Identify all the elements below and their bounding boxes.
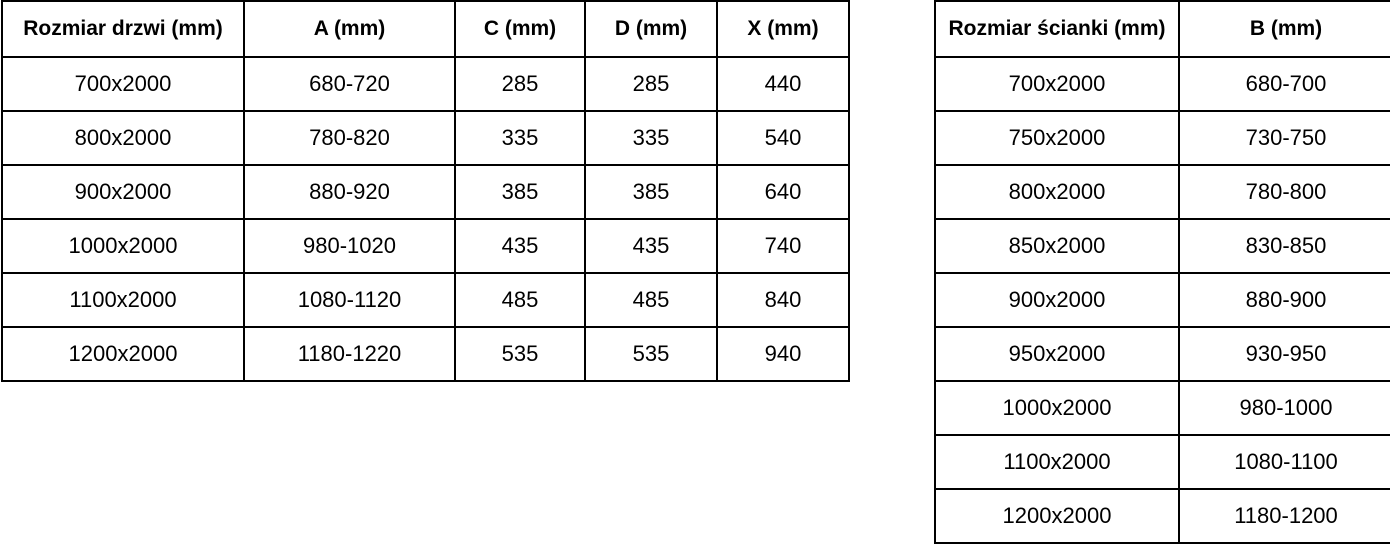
door-sizes-table: Rozmiar drzwi (mm) A (mm) C (mm) D (mm) X (m…: [1, 0, 850, 382]
table-cell: 1000x2000: [934, 380, 1180, 436]
table-cell: 830-850: [1178, 218, 1390, 274]
table-row: 1000x2000 980-1000: [934, 380, 1390, 436]
door-sizes-table-body: 700x2000 680-720 285 285 440 800x2000 780-820 3…: [1, 56, 850, 382]
table-cell: 840: [716, 272, 850, 328]
table-cell: 335: [584, 110, 718, 166]
wall-sizes-table: Rozmiar ścianki (mm) B (mm) 700x2000 680-7…: [934, 0, 1390, 544]
table-cell: 440: [716, 56, 850, 112]
table-cell: 535: [454, 326, 586, 382]
table-row: 900x2000 880-900: [934, 272, 1390, 328]
table-cell: 900x2000: [1, 164, 245, 220]
table-cell: 1200x2000: [1, 326, 245, 382]
table-cell: 485: [454, 272, 586, 328]
table-row: 700x2000 680-700: [934, 56, 1390, 112]
table-cell: 1180-1220: [243, 326, 456, 382]
table-cell: 780-820: [243, 110, 456, 166]
table-cell: 1080-1120: [243, 272, 456, 328]
wall-sizes-table-header: Rozmiar ścianki (mm) B (mm): [934, 0, 1390, 58]
table-cell: 880-920: [243, 164, 456, 220]
table-cell: 930-950: [1178, 326, 1390, 382]
table-cell: 800x2000: [934, 164, 1180, 220]
table-cell: 950x2000: [934, 326, 1180, 382]
header-row: Rozmiar drzwi (mm) A (mm) C (mm) D (mm) X (m…: [1, 0, 850, 58]
column-header: A (mm): [243, 0, 456, 58]
table-cell: 850x2000: [934, 218, 1180, 274]
table-row: 800x2000 780-820 335 335 540: [1, 110, 850, 166]
table-cell: 1100x2000: [934, 434, 1180, 490]
table-cell: 680-700: [1178, 56, 1390, 112]
table-cell: 640: [716, 164, 850, 220]
table-cell: 1100x2000: [1, 272, 245, 328]
table-cell: 880-900: [1178, 272, 1390, 328]
table-cell: 740: [716, 218, 850, 274]
table-cell: 540: [716, 110, 850, 166]
table-cell: 680-720: [243, 56, 456, 112]
table-row: 750x2000 730-750: [934, 110, 1390, 166]
table-row: 850x2000 830-850: [934, 218, 1390, 274]
table-row: 1100x2000 1080-1120 485 485 840: [1, 272, 850, 328]
table-row: 1000x2000 980-1020 435 435 740: [1, 218, 850, 274]
table-row: 1100x2000 1080-1100: [934, 434, 1390, 490]
column-header: C (mm): [454, 0, 586, 58]
table-cell: 435: [584, 218, 718, 274]
table-row: 1200x2000 1180-1200: [934, 488, 1390, 544]
table-cell: 485: [584, 272, 718, 328]
header-row: Rozmiar ścianki (mm) B (mm): [934, 0, 1390, 58]
table-cell: 1080-1100: [1178, 434, 1390, 490]
table-cell: 800x2000: [1, 110, 245, 166]
table-cell: 900x2000: [934, 272, 1180, 328]
column-header: Rozmiar ścianki (mm): [934, 0, 1180, 58]
table-cell: 940: [716, 326, 850, 382]
table-cell: 700x2000: [1, 56, 245, 112]
table-cell: 980-1000: [1178, 380, 1390, 436]
column-header: D (mm): [584, 0, 718, 58]
table-row: 800x2000 780-800: [934, 164, 1390, 220]
table-cell: 285: [454, 56, 586, 112]
table-cell: 1180-1200: [1178, 488, 1390, 544]
column-header: Rozmiar drzwi (mm): [1, 0, 245, 58]
table-cell: 435: [454, 218, 586, 274]
wall-sizes-table-body: 700x2000 680-700 750x2000 730-750 800x2000 78…: [934, 56, 1390, 544]
table-cell: 335: [454, 110, 586, 166]
table-cell: 285: [584, 56, 718, 112]
table-row: 950x2000 930-950: [934, 326, 1390, 382]
table-cell: 730-750: [1178, 110, 1390, 166]
table-cell: 750x2000: [934, 110, 1180, 166]
table-cell: 1000x2000: [1, 218, 245, 274]
column-header: X (mm): [716, 0, 850, 58]
door-sizes-table-header: Rozmiar drzwi (mm) A (mm) C (mm) D (mm) X (m…: [1, 0, 850, 58]
table-cell: 780-800: [1178, 164, 1390, 220]
table-cell: 700x2000: [934, 56, 1180, 112]
table-cell: 385: [584, 164, 718, 220]
table-row: 900x2000 880-920 385 385 640: [1, 164, 850, 220]
table-row: 1200x2000 1180-1220 535 535 940: [1, 326, 850, 382]
column-header: B (mm): [1178, 0, 1390, 58]
table-cell: 385: [454, 164, 586, 220]
table-cell: 535: [584, 326, 718, 382]
table-row: 700x2000 680-720 285 285 440: [1, 56, 850, 112]
table-cell: 1200x2000: [934, 488, 1180, 544]
table-cell: 980-1020: [243, 218, 456, 274]
